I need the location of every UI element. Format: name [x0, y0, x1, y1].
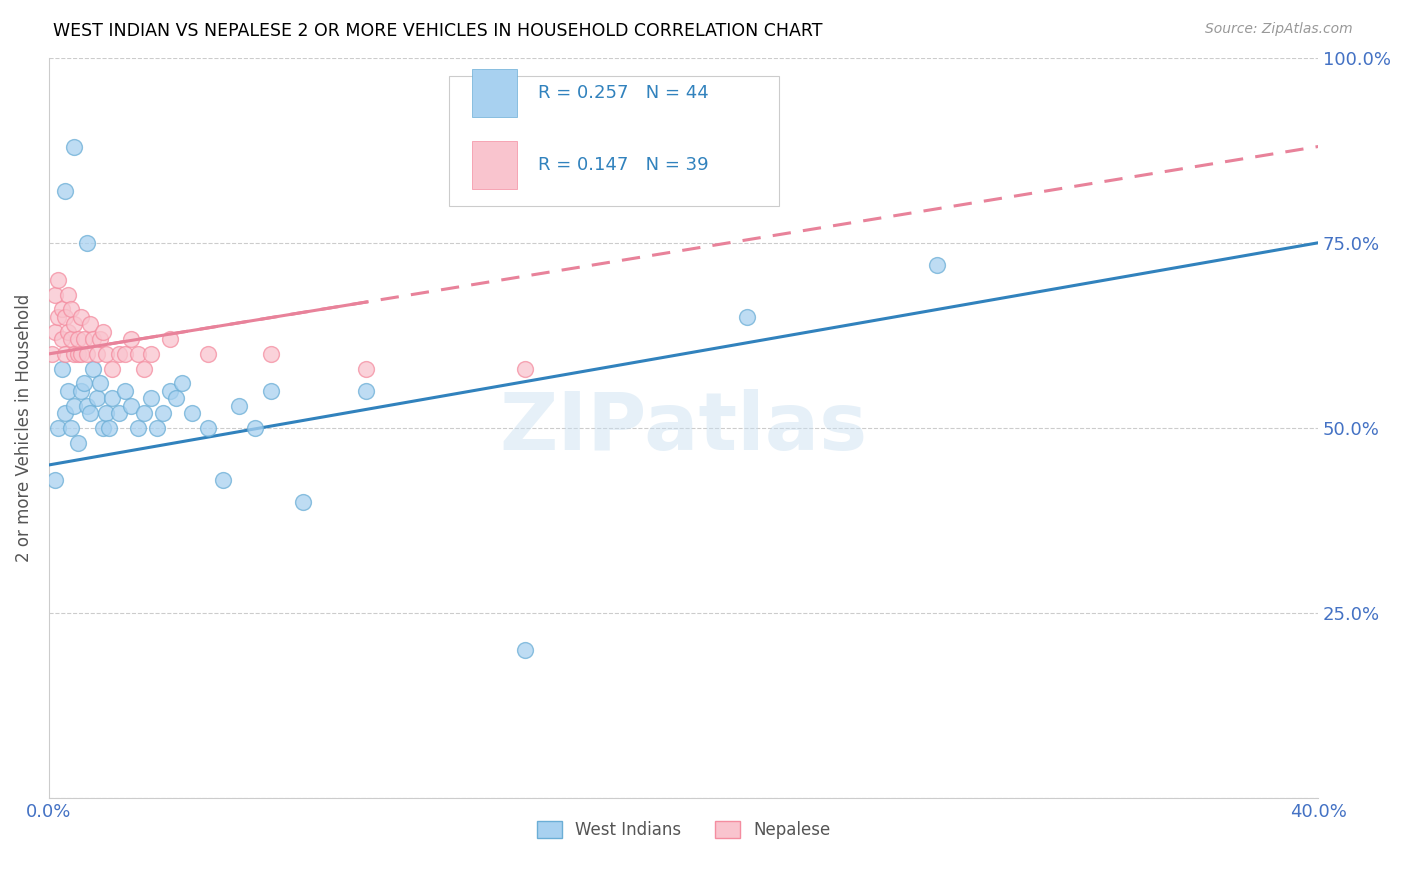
- Text: Source: ZipAtlas.com: Source: ZipAtlas.com: [1205, 22, 1353, 37]
- Point: [79, 406, 101, 420]
- Point: [245, 421, 267, 435]
- Point: [82, 332, 104, 346]
- Point: [48, 310, 70, 324]
- Point: [56, 287, 79, 301]
- Point: [159, 384, 181, 398]
- Text: ZIPatlas: ZIPatlas: [499, 389, 868, 467]
- Point: [51, 302, 73, 317]
- Point: [94, 406, 117, 420]
- Point: [159, 332, 181, 346]
- Point: [44, 473, 66, 487]
- Point: [127, 347, 149, 361]
- Point: [127, 421, 149, 435]
- Point: [91, 325, 114, 339]
- Point: [48, 273, 70, 287]
- Point: [212, 473, 235, 487]
- Point: [73, 376, 96, 391]
- Point: [51, 332, 73, 346]
- Point: [63, 399, 86, 413]
- Point: [51, 361, 73, 376]
- Point: [60, 302, 83, 317]
- Point: [927, 258, 949, 272]
- Point: [76, 399, 98, 413]
- Point: [60, 332, 83, 346]
- Point: [86, 392, 108, 406]
- Point: [53, 406, 76, 420]
- FancyBboxPatch shape: [449, 76, 779, 206]
- Point: [66, 347, 89, 361]
- Legend: West Indians, Nepalese: West Indians, Nepalese: [530, 814, 837, 846]
- Point: [260, 347, 283, 361]
- Point: [56, 384, 79, 398]
- Point: [60, 421, 83, 435]
- Point: [107, 406, 129, 420]
- Point: [89, 376, 111, 391]
- Point: [197, 347, 219, 361]
- Point: [82, 361, 104, 376]
- Y-axis label: 2 or more Vehicles in Household: 2 or more Vehicles in Household: [15, 293, 32, 562]
- Point: [260, 384, 283, 398]
- Point: [94, 347, 117, 361]
- Point: [139, 392, 162, 406]
- Point: [513, 643, 536, 657]
- Point: [98, 421, 121, 435]
- Point: [114, 347, 136, 361]
- Point: [134, 406, 156, 420]
- Point: [69, 310, 91, 324]
- Point: [356, 384, 378, 398]
- Point: [735, 310, 758, 324]
- Text: R = 0.257   N = 44: R = 0.257 N = 44: [537, 84, 709, 102]
- Text: WEST INDIAN VS NEPALESE 2 OR MORE VEHICLES IN HOUSEHOLD CORRELATION CHART: WEST INDIAN VS NEPALESE 2 OR MORE VEHICL…: [53, 22, 823, 40]
- Point: [121, 399, 143, 413]
- Point: [197, 421, 219, 435]
- Point: [53, 310, 76, 324]
- Point: [73, 332, 96, 346]
- Point: [63, 318, 86, 332]
- Point: [79, 318, 101, 332]
- Point: [146, 421, 169, 435]
- Point: [66, 332, 89, 346]
- Point: [356, 361, 378, 376]
- Point: [152, 406, 174, 420]
- Point: [107, 347, 129, 361]
- FancyBboxPatch shape: [471, 69, 517, 117]
- Point: [44, 325, 66, 339]
- Point: [63, 347, 86, 361]
- Point: [101, 392, 124, 406]
- Point: [53, 184, 76, 198]
- Point: [76, 347, 98, 361]
- Point: [41, 347, 63, 361]
- Point: [89, 332, 111, 346]
- Point: [69, 384, 91, 398]
- Point: [76, 235, 98, 250]
- Point: [180, 406, 202, 420]
- FancyBboxPatch shape: [471, 141, 517, 189]
- Point: [91, 421, 114, 435]
- Point: [53, 347, 76, 361]
- Point: [56, 325, 79, 339]
- Point: [44, 287, 66, 301]
- Point: [114, 384, 136, 398]
- Point: [165, 392, 187, 406]
- Point: [101, 361, 124, 376]
- Point: [69, 347, 91, 361]
- Point: [121, 332, 143, 346]
- Point: [228, 399, 250, 413]
- Text: R = 0.147   N = 39: R = 0.147 N = 39: [537, 156, 709, 175]
- Point: [63, 139, 86, 153]
- Point: [86, 347, 108, 361]
- Point: [172, 376, 194, 391]
- Point: [66, 435, 89, 450]
- Point: [134, 361, 156, 376]
- Point: [139, 347, 162, 361]
- Point: [291, 495, 314, 509]
- Point: [48, 421, 70, 435]
- Point: [513, 361, 536, 376]
